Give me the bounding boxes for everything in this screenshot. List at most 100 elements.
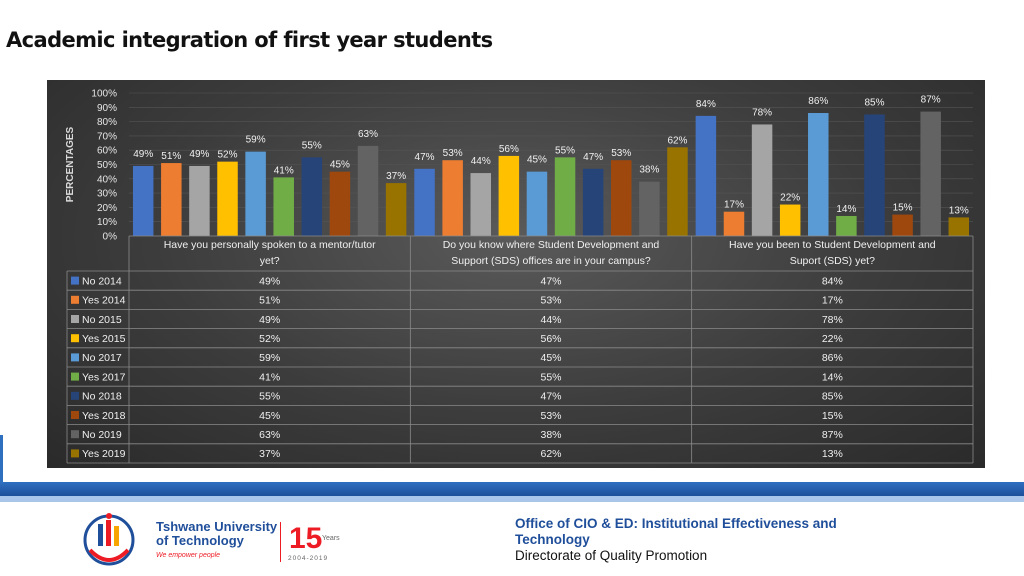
table-cell: 62% xyxy=(540,448,561,460)
data-label: 55% xyxy=(302,140,322,151)
table-cell: 45% xyxy=(540,352,561,364)
bar xyxy=(301,157,323,236)
data-label: 52% xyxy=(218,150,238,161)
legend-key xyxy=(71,391,79,400)
table-cell: 63% xyxy=(259,429,280,441)
legend-key xyxy=(71,449,79,458)
legend-key xyxy=(71,334,79,343)
legend-label: No 2019 xyxy=(82,429,122,441)
bar xyxy=(948,217,970,236)
data-label: 47% xyxy=(583,152,603,163)
table-cell: 49% xyxy=(259,314,280,326)
table-cell: 14% xyxy=(822,371,843,383)
table-cell: 55% xyxy=(540,371,561,383)
category-label: Have you been to Student Development and xyxy=(729,239,936,251)
legend-key xyxy=(71,315,79,323)
data-label: 49% xyxy=(133,149,153,160)
bar xyxy=(385,183,407,236)
footer-band xyxy=(0,482,1024,496)
category-label: yet? xyxy=(260,255,280,267)
bar xyxy=(864,114,885,236)
table-cell: 56% xyxy=(540,333,561,345)
bar xyxy=(498,155,520,236)
bar xyxy=(582,168,604,236)
table-cell: 51% xyxy=(259,295,280,307)
table-cell: 41% xyxy=(259,371,280,383)
bar xyxy=(920,111,941,236)
bar xyxy=(132,165,154,236)
data-label: 87% xyxy=(921,95,941,106)
legend-key xyxy=(71,353,79,362)
bar xyxy=(357,145,379,236)
logo-name-line1: Tshwane University xyxy=(156,519,278,534)
bar xyxy=(723,211,745,236)
anniversary-word: Years xyxy=(322,535,340,542)
data-label: 56% xyxy=(499,144,519,155)
data-label: 78% xyxy=(752,107,772,118)
bar xyxy=(273,177,294,236)
data-label: 14% xyxy=(836,204,856,215)
y-tick-label: 80% xyxy=(97,117,117,128)
bar xyxy=(751,124,773,236)
table-cell: 55% xyxy=(259,391,280,403)
data-label: 41% xyxy=(274,165,294,176)
legend-label: Yes 2014 xyxy=(82,295,126,307)
table-cell: 86% xyxy=(822,352,843,364)
category-label: Suport (SDS) yet? xyxy=(790,255,875,267)
bar xyxy=(329,171,351,236)
y-tick-label: 90% xyxy=(97,103,117,114)
data-label: 86% xyxy=(808,96,828,107)
data-label: 13% xyxy=(949,205,969,216)
data-label: 53% xyxy=(443,148,463,159)
table-cell: 47% xyxy=(540,275,561,287)
legend-label: No 2018 xyxy=(82,391,122,403)
y-tick-label: 0% xyxy=(103,232,118,243)
data-label: 84% xyxy=(696,99,716,110)
bar xyxy=(526,171,548,236)
bar xyxy=(695,115,717,236)
legend-label: Yes 2017 xyxy=(82,371,126,383)
chart-panel: PERCENTAGES 0% 10% 20% 30% 40% 50% 60% 70% 80% 90%… xyxy=(47,80,985,468)
bar xyxy=(892,214,913,236)
data-label: 22% xyxy=(780,193,800,204)
table-cell: 44% xyxy=(540,314,561,326)
y-tick-label: 10% xyxy=(97,217,117,228)
table-cell: 49% xyxy=(259,275,280,287)
left-accent xyxy=(0,435,3,485)
bar xyxy=(554,157,576,236)
legend-label: No 2017 xyxy=(82,352,122,364)
bar xyxy=(808,113,829,236)
bar xyxy=(161,163,182,236)
bar xyxy=(639,181,660,236)
y-tick-label: 50% xyxy=(97,160,117,171)
data-label: 38% xyxy=(639,165,659,176)
legend-label: No 2015 xyxy=(82,314,122,326)
table-cell: 15% xyxy=(822,410,843,422)
table-cell: 22% xyxy=(822,333,843,345)
footer-directorate: Directorate of Quality Promotion xyxy=(515,548,708,563)
bar xyxy=(217,161,238,236)
data-label: 45% xyxy=(330,160,350,171)
data-label: 63% xyxy=(358,129,378,140)
table-cell: 78% xyxy=(822,314,843,326)
legend-label: No 2014 xyxy=(82,275,122,287)
table-cell: 59% xyxy=(259,352,280,364)
y-tick-label: 60% xyxy=(97,146,117,157)
footer-office: Office of CIO & ED: Institutional Effect… xyxy=(515,516,837,547)
tut-emblem-icon xyxy=(83,513,135,566)
table-cell: 85% xyxy=(822,391,843,403)
data-label: 47% xyxy=(415,152,435,163)
legend-key xyxy=(71,295,79,304)
legend-label: Yes 2019 xyxy=(82,448,126,460)
data-label: 15% xyxy=(893,203,913,214)
table-cell: 47% xyxy=(540,391,561,403)
data-label: 59% xyxy=(246,135,266,146)
y-tick-label: 20% xyxy=(97,203,117,214)
bar xyxy=(667,147,688,236)
category-label: Have you personally spoken to a mentor/t… xyxy=(164,239,376,251)
data-label: 44% xyxy=(471,156,491,167)
legend-key xyxy=(71,372,79,381)
logo-name-line2: of Technology xyxy=(156,533,245,548)
table-cell: 53% xyxy=(540,295,561,307)
bar xyxy=(779,204,801,236)
